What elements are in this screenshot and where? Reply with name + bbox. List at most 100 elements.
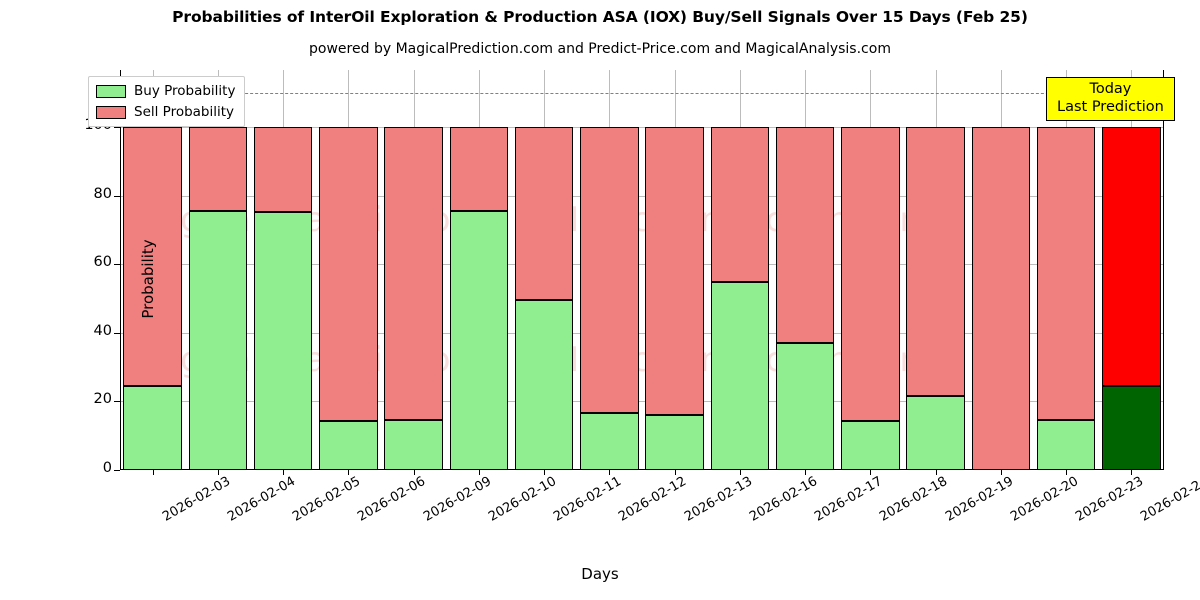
legend-swatch-buy [96,84,126,98]
bar-2026-02-04[interactable] [188,70,248,470]
legend-label-buy: Buy Probability [134,83,236,99]
bar-2026-02-13[interactable] [645,70,704,470]
x-axis-tick-label: 2026-02-16 [746,474,820,525]
bar-2026-02-12[interactable] [580,70,639,470]
x-axis-tick-mark [152,470,154,475]
x-axis-tick-label: 2026-02-18 [877,474,951,525]
y-axis-tick-label: 80 [93,185,112,202]
x-axis-tick-mark [478,470,480,475]
bar-2026-02-17[interactable] [775,70,835,470]
y-axis-tick-label: 60 [93,254,112,271]
bar-2026-02-16[interactable] [710,70,770,470]
reference-dashed-line [120,92,1164,94]
legend-item-sell: Sell Probability [96,104,235,120]
x-axis-tick-label: 2026-02-20 [1007,474,1081,525]
x-axis-tick-mark [1066,470,1068,475]
x-axis-tick-mark [348,470,350,475]
y-axis-tick-label: 20 [93,391,112,408]
bar-2026-02-18[interactable] [841,70,900,470]
x-axis-tick-mark [217,470,219,475]
bar-2026-02-06[interactable] [319,70,378,470]
bar-segment-sell [1102,127,1161,386]
y-axis-tick-mark [114,332,120,334]
x-axis-tick-mark [544,470,546,475]
x-axis-tick-mark [413,470,415,475]
bar-2026-02-19[interactable] [906,70,965,470]
y-gridline [120,332,1164,334]
bar-segment-buy [123,385,182,470]
x-axis-label: Days [581,565,619,583]
bar-segment-buy [841,421,900,470]
bar-segment-sell [253,127,313,213]
bar-segment-sell [580,127,639,413]
bar-segment-buy [1036,420,1096,470]
bar-2026-02-23[interactable] [1036,70,1096,470]
bar-segment-buy [710,282,770,470]
bar-segment-sell [906,127,965,396]
x-axis-tick-mark [674,470,676,475]
legend-label-sell: Sell Probability [134,104,235,120]
bar-segment-buy [514,300,574,470]
chart-legend: Buy Probability Sell Probability [88,76,246,127]
today-annotation-line1: Today [1089,81,1132,97]
x-axis-tick-mark [805,470,807,475]
y-axis-tick-mark [114,264,120,266]
bar-segment-buy [188,210,248,470]
y-axis-tick-mark [114,195,120,197]
bar-segment-buy [775,343,835,470]
bar-segment-buy [384,419,443,470]
bar-segment-sell [775,127,835,344]
x-axis-tick-label: 2026-02-17 [812,474,886,525]
bar-segment-sell [710,127,770,283]
bar-segment-sell [449,127,509,212]
plot-area: MagicalAnalysis.comMagicalPrediction.com… [120,70,1164,470]
x-axis-tick-mark [870,470,872,475]
bar-2026-02-03[interactable] [123,70,182,470]
x-axis-tick-mark [935,470,937,475]
legend-swatch-sell [96,105,126,119]
y-axis-label: Probability [139,239,157,319]
bar-segment-sell [384,127,443,420]
x-axis-tick-mark [283,470,285,475]
x-axis-tick-label: 2026-02-03 [159,474,233,525]
x-axis-tick-label: 2026-02-12 [616,474,690,525]
x-axis-tick-mark [739,470,741,475]
bar-segment-sell [971,127,1031,470]
legend-item-buy: Buy Probability [96,83,235,99]
bar-2026-02-10[interactable] [449,70,509,470]
chart-title: Probabilities of InterOil Exploration & … [172,8,1028,26]
chart-subtitle: powered by MagicalPrediction.com and Pre… [309,41,891,57]
y-axis-tick-mark [114,470,120,471]
bar-segment-buy [1102,385,1161,470]
bar-segment-buy [449,211,509,470]
bar-2026-02-24[interactable] [1102,70,1161,470]
bar-segment-sell [645,127,704,416]
bar-segment-buy [645,415,704,470]
y-axis-tick-label: 40 [93,322,112,339]
x-axis-tick-mark [1131,470,1133,475]
bar-2026-02-05[interactable] [253,70,313,470]
y-axis-tick-label: 0 [102,460,112,476]
today-annotation-line2: Last Prediction [1057,98,1164,115]
x-axis-tick-label: 2026-02-24 [1138,474,1200,525]
bar-segment-sell [188,127,248,211]
bar-segment-sell [514,127,574,301]
bar-2026-02-11[interactable] [514,70,574,470]
bar-2026-02-09[interactable] [384,70,443,470]
x-axis-tick-label: 2026-02-10 [485,474,559,525]
x-axis-tick-label: 2026-02-05 [290,474,364,525]
x-axis-tick-label: 2026-02-04 [224,474,298,525]
x-axis-tick-label: 2026-02-11 [551,474,625,525]
x-axis-tick-label: 2026-02-23 [1073,474,1147,525]
x-axis-tick-label: 2026-02-09 [420,474,494,525]
y-gridline [120,264,1164,266]
bar-segment-sell [841,127,900,422]
y-gridline [120,195,1164,197]
bar-segment-sell [123,127,182,386]
y-axis-tick-mark [114,401,120,403]
bar-segment-buy [906,395,965,470]
bar-segment-sell [1036,127,1096,421]
bar-2026-02-20[interactable] [971,70,1031,470]
x-axis-tick-label: 2026-02-19 [942,474,1016,525]
